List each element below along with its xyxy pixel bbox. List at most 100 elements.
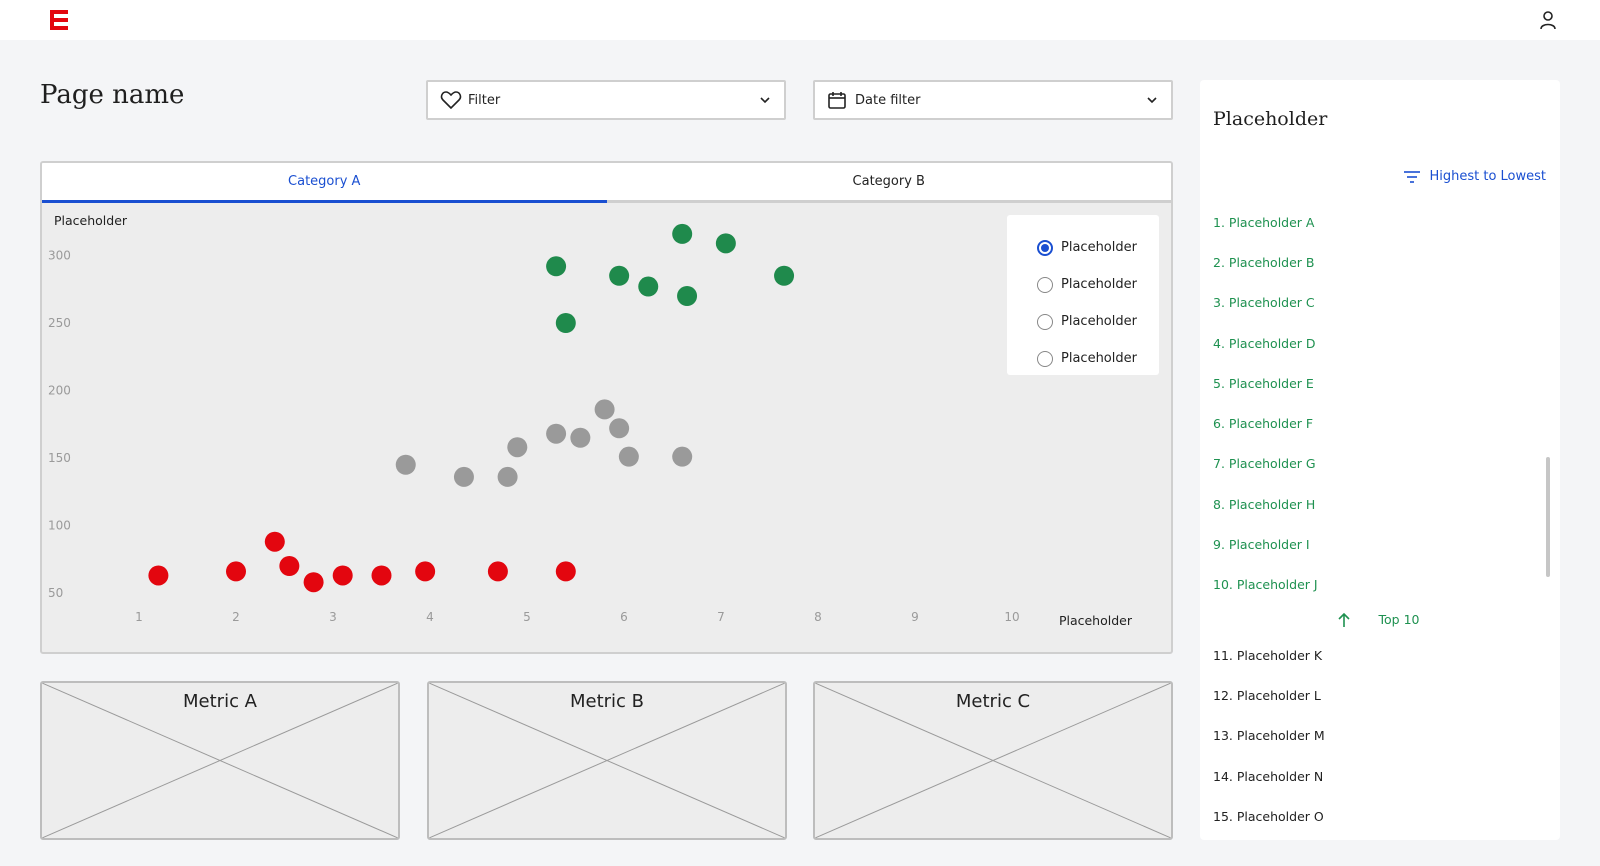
ranking-list: 1. Placeholder A 2. Placeholder B 3. Place… <box>1213 202 1543 836</box>
list-item[interactable]: 8. Placeholder H <box>1213 496 1316 512</box>
radio-button[interactable] <box>1037 276 1053 293</box>
legend-option[interactable]: Placeholder <box>1037 340 1159 377</box>
x-tick-label: 4 <box>426 610 434 624</box>
list-item[interactable]: 5. Placeholder E <box>1213 375 1314 391</box>
chart-card: Category A Category B Placeholder 50 100 15… <box>40 161 1173 654</box>
x-tick-label: 6 <box>620 610 628 624</box>
scatter-point[interactable] <box>555 313 576 333</box>
calendar-icon <box>827 89 849 111</box>
list-item[interactable]: 2. Placeholder B <box>1213 254 1315 270</box>
scatter-point[interactable] <box>546 423 567 444</box>
scatter-point[interactable] <box>546 256 567 277</box>
scatter-point[interactable] <box>395 454 416 475</box>
y-tick-label: 200 <box>48 384 71 398</box>
scatter-point[interactable] <box>371 565 392 586</box>
chart-legend: Placeholder Placeholder Placeholder Plac… <box>1007 215 1159 375</box>
list-item[interactable]: 6. Placeholder F <box>1213 416 1314 432</box>
radio-button[interactable] <box>1037 239 1053 256</box>
scatter-point[interactable] <box>415 561 436 582</box>
scatter-point[interactable] <box>570 427 591 448</box>
scatter-point[interactable] <box>453 466 474 487</box>
legend-option-label: Placeholder <box>1061 314 1137 329</box>
scatter-point[interactable] <box>609 265 630 286</box>
sort-button[interactable]: Highest to Lowest <box>1403 169 1546 184</box>
x-tick-label: 2 <box>232 610 240 624</box>
page-title: Page name <box>40 80 185 110</box>
filter-label: Filter <box>468 92 501 108</box>
metric-title: Metric A <box>177 691 263 712</box>
panel-title: Placeholder <box>1213 108 1328 130</box>
list-item[interactable]: 1. Placeholder A <box>1213 214 1315 230</box>
scatter-point[interactable] <box>303 572 324 593</box>
y-tick-label: 50 <box>48 586 63 600</box>
scatter-point[interactable] <box>507 437 528 458</box>
legend-option-label: Placeholder <box>1061 351 1137 366</box>
list-item[interactable]: 4. Placeholder D <box>1213 335 1316 351</box>
image-placeholder-icon <box>42 683 398 838</box>
x-tick-label: 8 <box>814 610 822 624</box>
list-item[interactable]: 11. Placeholder K <box>1213 647 1323 663</box>
legend-option[interactable]: Placeholder <box>1037 266 1159 303</box>
top10-label: Top 10 <box>1378 612 1420 628</box>
x-tick-label: 10 <box>1004 610 1019 624</box>
tab-category-b[interactable]: Category B <box>852 174 925 189</box>
brand-logo-icon[interactable] <box>50 10 68 30</box>
scatter-point[interactable] <box>672 223 693 244</box>
scatter-point[interactable] <box>487 561 508 582</box>
image-placeholder-icon <box>429 683 785 838</box>
date-filter-label: Date filter <box>855 92 921 108</box>
tab-category-a[interactable]: Category A <box>42 163 607 203</box>
scatter-point[interactable] <box>638 276 659 297</box>
filter-dropdown[interactable]: Filter <box>426 80 786 120</box>
top10-link[interactable]: Top 10 <box>1213 605 1543 635</box>
list-item[interactable]: 3. Placeholder C <box>1213 295 1315 311</box>
list-item[interactable]: 15. Placeholder O <box>1213 808 1324 824</box>
scatter-point[interactable] <box>594 399 615 420</box>
scatter-point[interactable] <box>618 446 639 467</box>
y-tick-label: 150 <box>48 451 71 465</box>
scatter-point[interactable] <box>279 556 300 576</box>
list-item[interactable]: 10. Placeholder J <box>1213 577 1318 593</box>
image-placeholder-icon <box>815 683 1171 838</box>
metric-card-a: Metric A <box>40 681 400 840</box>
scatter-point[interactable] <box>497 466 518 487</box>
chevron-down-icon <box>760 97 770 104</box>
radio-button[interactable] <box>1037 350 1053 367</box>
radio-button[interactable] <box>1037 313 1053 330</box>
legend-option-label: Placeholder <box>1061 240 1137 255</box>
metric-card-b: Metric B <box>427 681 787 840</box>
scatter-point[interactable] <box>555 561 576 582</box>
scatter-point[interactable] <box>774 265 795 286</box>
scatter-point[interactable] <box>148 565 169 586</box>
list-item[interactable]: 9. Placeholder I <box>1213 537 1310 553</box>
legend-option[interactable]: Placeholder <box>1037 229 1159 266</box>
scatter-point[interactable] <box>264 531 285 552</box>
list-item[interactable]: 7. Placeholder G <box>1213 456 1316 472</box>
scatter-point[interactable] <box>677 286 698 306</box>
metric-title: Metric C <box>949 691 1037 712</box>
legend-option[interactable]: Placeholder <box>1037 303 1159 340</box>
x-tick-label: 5 <box>523 610 531 624</box>
list-item[interactable]: 13. Placeholder M <box>1213 728 1325 744</box>
list-item[interactable]: 14. Placeholder N <box>1213 768 1324 784</box>
scatter-point[interactable] <box>715 233 736 254</box>
scatter-point[interactable] <box>332 565 353 586</box>
y-axis-label: Placeholder <box>54 213 128 228</box>
user-icon[interactable] <box>1538 10 1558 30</box>
scatter-chart: Placeholder 50 100 150 200 250 300 1 2 3 4 5 6 7 8 9 10 P… <box>48 213 1133 628</box>
category-tabs: Category A Category B <box>42 163 1171 203</box>
x-tick-label: 9 <box>911 610 919 624</box>
date-filter-dropdown[interactable]: Date filter <box>813 80 1173 120</box>
scatter-point[interactable] <box>672 446 693 467</box>
legend-option-label: Placeholder <box>1061 277 1137 292</box>
scatter-point[interactable] <box>609 418 630 439</box>
scatter-point[interactable] <box>226 561 246 582</box>
arrow-up-icon <box>1337 612 1350 627</box>
list-item[interactable]: 12. Placeholder L <box>1213 687 1321 703</box>
sort-label: Highest to Lowest <box>1429 169 1546 184</box>
x-axis-label: Placeholder <box>1059 613 1133 628</box>
scrollbar[interactable] <box>1546 457 1550 577</box>
metric-title: Metric B <box>563 691 651 712</box>
y-tick-label: 300 <box>48 249 71 263</box>
x-tick-label: 1 <box>135 610 143 624</box>
